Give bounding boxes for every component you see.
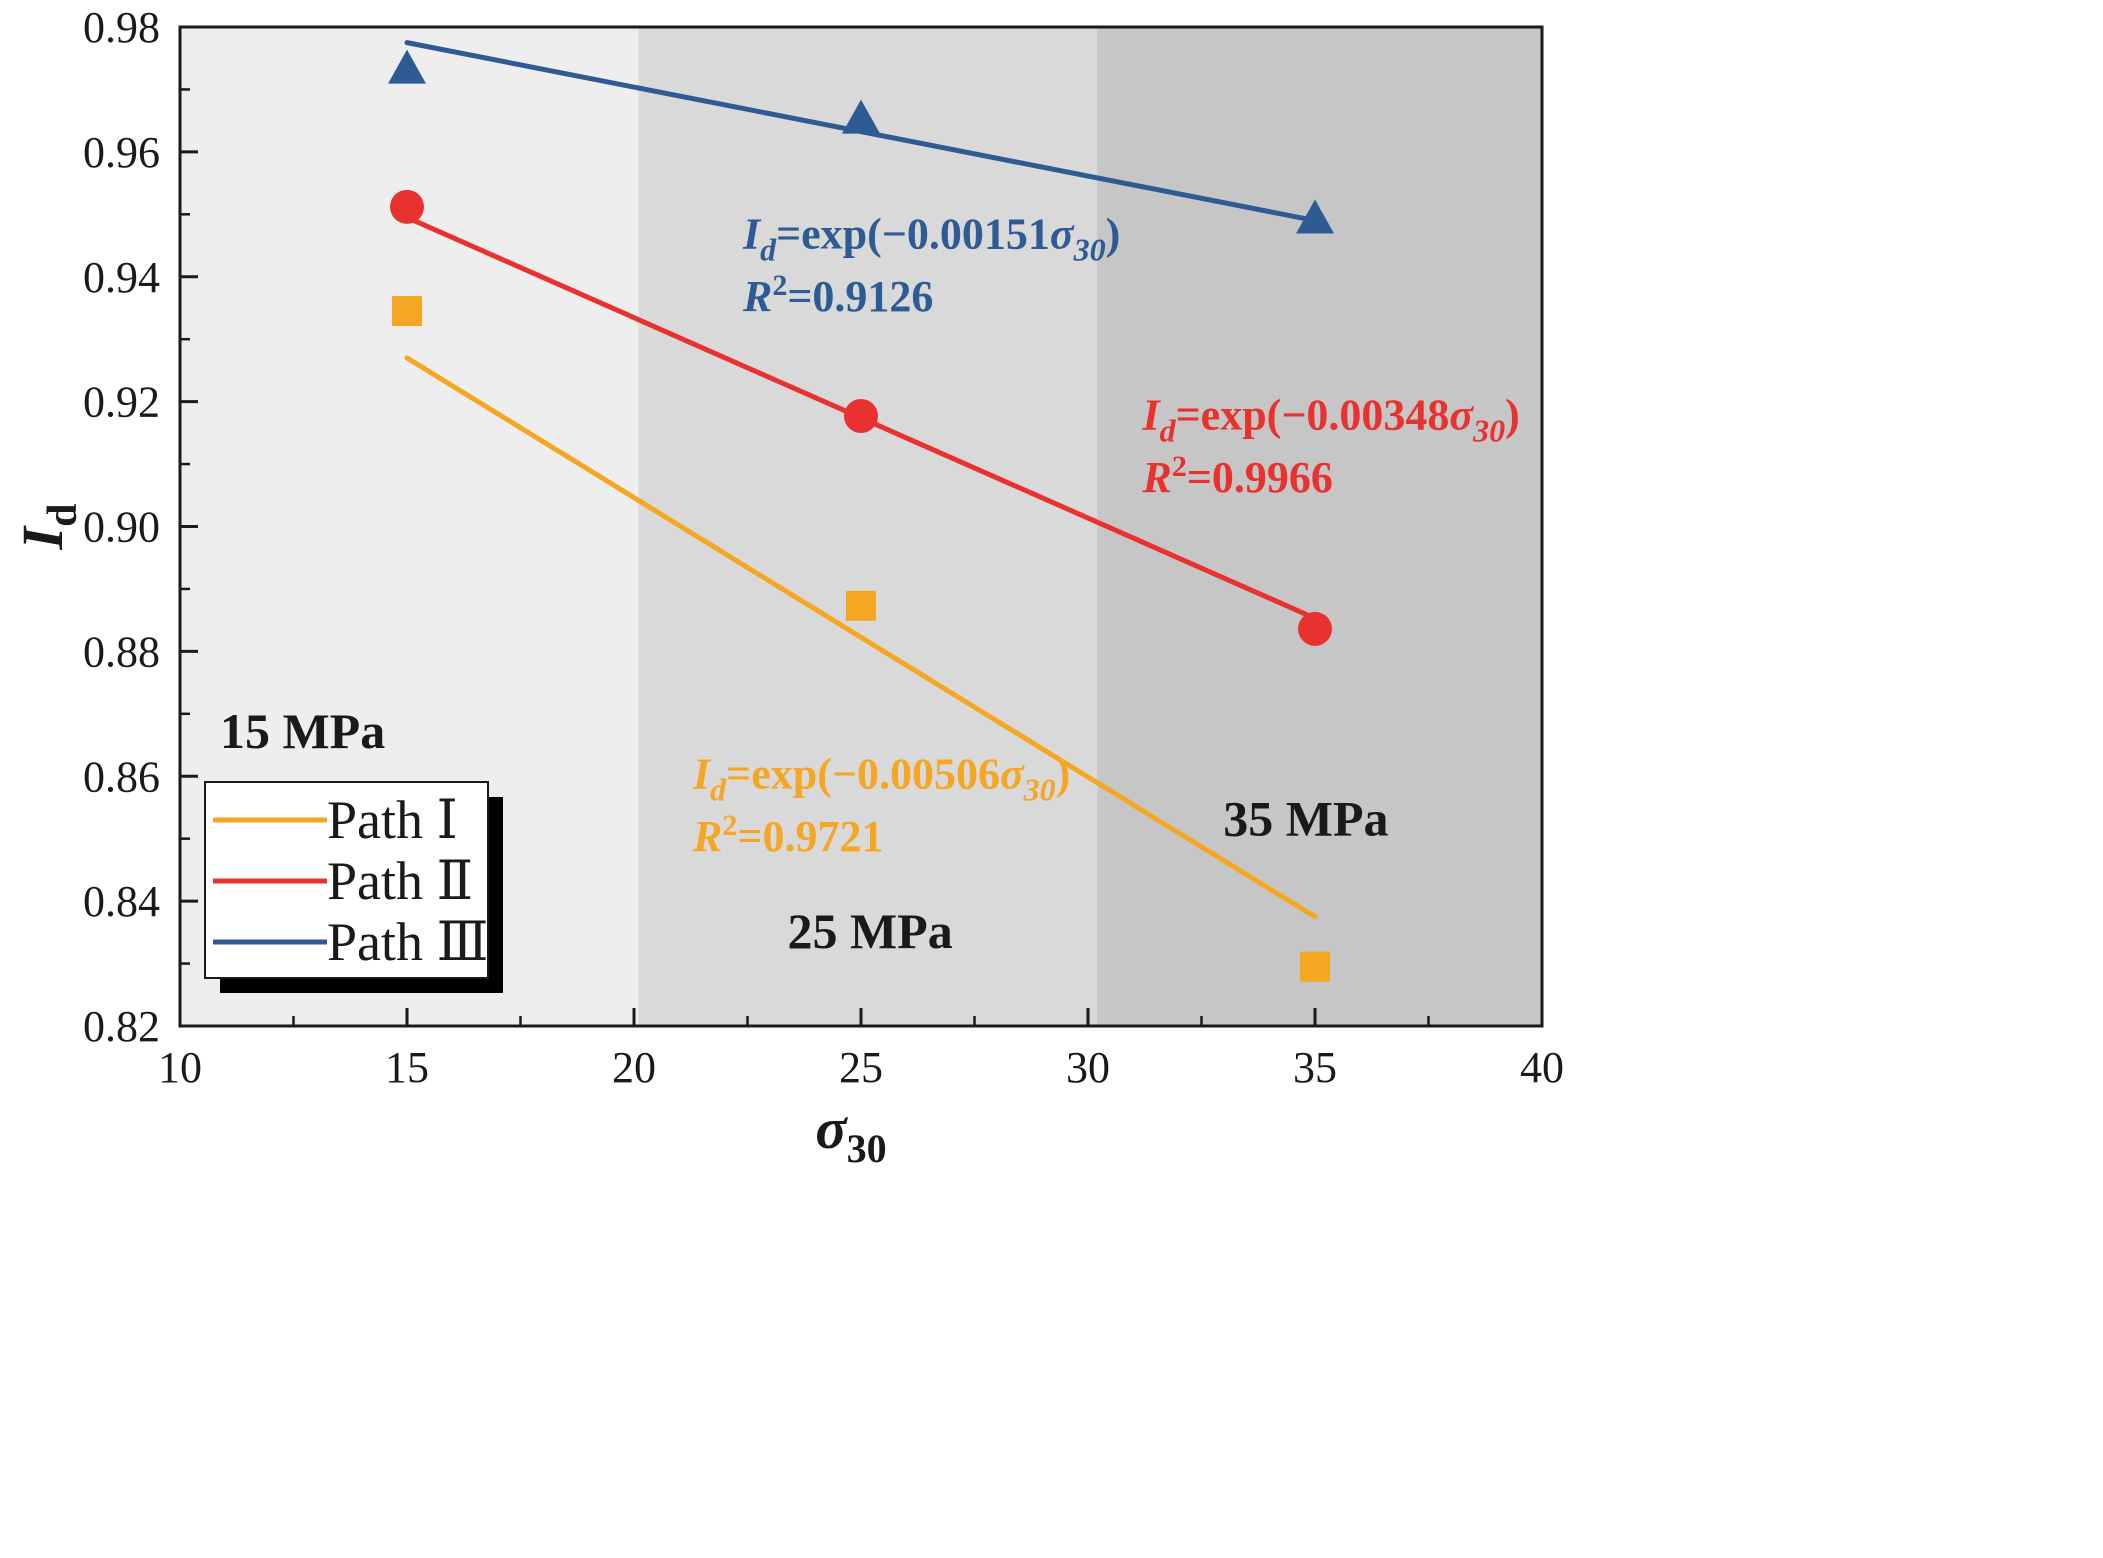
equation-path-ii: Id=exp(−0.00348σ30) <box>1141 391 1519 449</box>
x-tick-labels: 10 15 20 25 30 35 40 <box>158 1043 1564 1092</box>
y-tick-label: 0.84 <box>83 877 160 926</box>
r2-value: =0.9126 <box>787 272 933 321</box>
data-point-path-ii <box>844 398 878 433</box>
data-point-path-ii <box>390 189 424 224</box>
y-axis-label: Id <box>10 504 86 551</box>
r2-value: =0.9721 <box>737 812 883 861</box>
eq-close: ) <box>1056 750 1071 799</box>
eq-close: ) <box>1505 391 1520 440</box>
x-tick-label: 35 <box>1293 1043 1337 1092</box>
eq-sigma: σ <box>1449 391 1474 440</box>
x-axis-label-symbol: σ <box>815 1096 848 1161</box>
eq-sigma: σ <box>1050 210 1075 259</box>
equation-path-iii: Id=exp(−0.00151σ30) <box>742 210 1120 268</box>
y-tick-labels: 0.82 0.84 0.86 0.88 0.90 0.92 0.94 0.96 0.98 <box>83 3 160 1051</box>
y-tick-label: 0.94 <box>83 253 160 302</box>
y-tick-label: 0.90 <box>83 503 160 552</box>
r2-var: R <box>742 272 772 321</box>
y-axis-label-symbol: I <box>10 524 75 550</box>
data-point-path-iii <box>842 99 880 134</box>
r-squared-path-iii: R2=0.9126 <box>742 269 933 321</box>
legend-label-path-ii: Path Ⅱ <box>327 851 473 911</box>
eq-sigma: σ <box>1000 750 1025 799</box>
region-label: 25 MPa <box>787 903 952 959</box>
r2-value: =0.9966 <box>1187 453 1333 502</box>
x-tick-label: 30 <box>1066 1043 1110 1092</box>
plot-frame <box>178 25 1544 1028</box>
eq-sigma-sub: 30 <box>1472 413 1505 449</box>
eq-var-sub: d <box>760 232 777 268</box>
x-axis-label: σ30 <box>815 1096 886 1171</box>
r-squared-path-i: R2=0.9721 <box>692 809 883 861</box>
r2-var: R <box>1141 453 1171 502</box>
r-squared-path-ii: R2=0.9966 <box>1141 450 1332 502</box>
equation-path-i: Id=exp(−0.00506σ30) <box>692 750 1070 808</box>
legend-label-path-i: Path Ⅰ <box>327 790 458 850</box>
eq-var-sub: d <box>710 772 727 808</box>
eq-body: =exp(−0.00151 <box>776 210 1050 259</box>
r2-var: R <box>692 812 722 861</box>
data-points <box>388 49 1334 982</box>
region-band-2 <box>1097 27 1542 1026</box>
region-band-1 <box>638 27 1098 1026</box>
y-tick-label: 0.88 <box>83 627 160 676</box>
eq-var: I <box>692 750 712 799</box>
data-point-path-iii <box>1296 199 1334 234</box>
eq-body: =exp(−0.00348 <box>1176 391 1450 440</box>
x-tick-label: 10 <box>158 1043 202 1092</box>
y-tick-label: 0.92 <box>83 378 160 427</box>
eq-var: I <box>742 210 762 259</box>
x-axis-label-subscript: 30 <box>847 1126 887 1171</box>
eq-close: ) <box>1106 210 1121 259</box>
data-point-path-i <box>392 296 422 327</box>
eq-body: =exp(−0.00506 <box>726 750 1000 799</box>
x-tick-label: 40 <box>1520 1043 1564 1092</box>
x-tick-label: 15 <box>385 1043 429 1092</box>
eq-sigma-sub: 30 <box>1073 232 1106 268</box>
r2-sup: 2 <box>722 809 737 842</box>
y-tick-label: 0.82 <box>83 1002 160 1051</box>
r2-sup: 2 <box>772 269 787 302</box>
data-point-path-iii <box>388 49 426 84</box>
data-point-path-i <box>846 590 876 621</box>
region-label: 15 MPa <box>220 703 385 759</box>
y-tick-label: 0.96 <box>83 128 160 177</box>
y-tick-label: 0.86 <box>83 752 160 801</box>
fit-line-path-i <box>404 355 1318 920</box>
fit-equations: Id=exp(−0.00506σ30)R2=0.9721Id=exp(−0.00… <box>692 210 1520 862</box>
x-tick-label: 20 <box>612 1043 656 1092</box>
eq-var-sub: d <box>1160 413 1177 449</box>
x-tick-label: 25 <box>839 1043 883 1092</box>
y-axis-label-subscript: d <box>40 504 86 527</box>
data-point-path-ii <box>1298 611 1332 646</box>
region-label: 35 MPa <box>1223 791 1388 847</box>
eq-var: I <box>1141 391 1161 440</box>
r2-sup: 2 <box>1172 450 1187 483</box>
eq-sigma-sub: 30 <box>1023 772 1056 808</box>
legend-label-path-iii: Path Ⅲ <box>327 912 489 972</box>
region-labels: 15 MPa 25 MPa 35 MPa <box>220 703 1389 959</box>
data-point-path-i <box>1300 951 1330 982</box>
y-tick-label: 0.98 <box>83 3 160 52</box>
